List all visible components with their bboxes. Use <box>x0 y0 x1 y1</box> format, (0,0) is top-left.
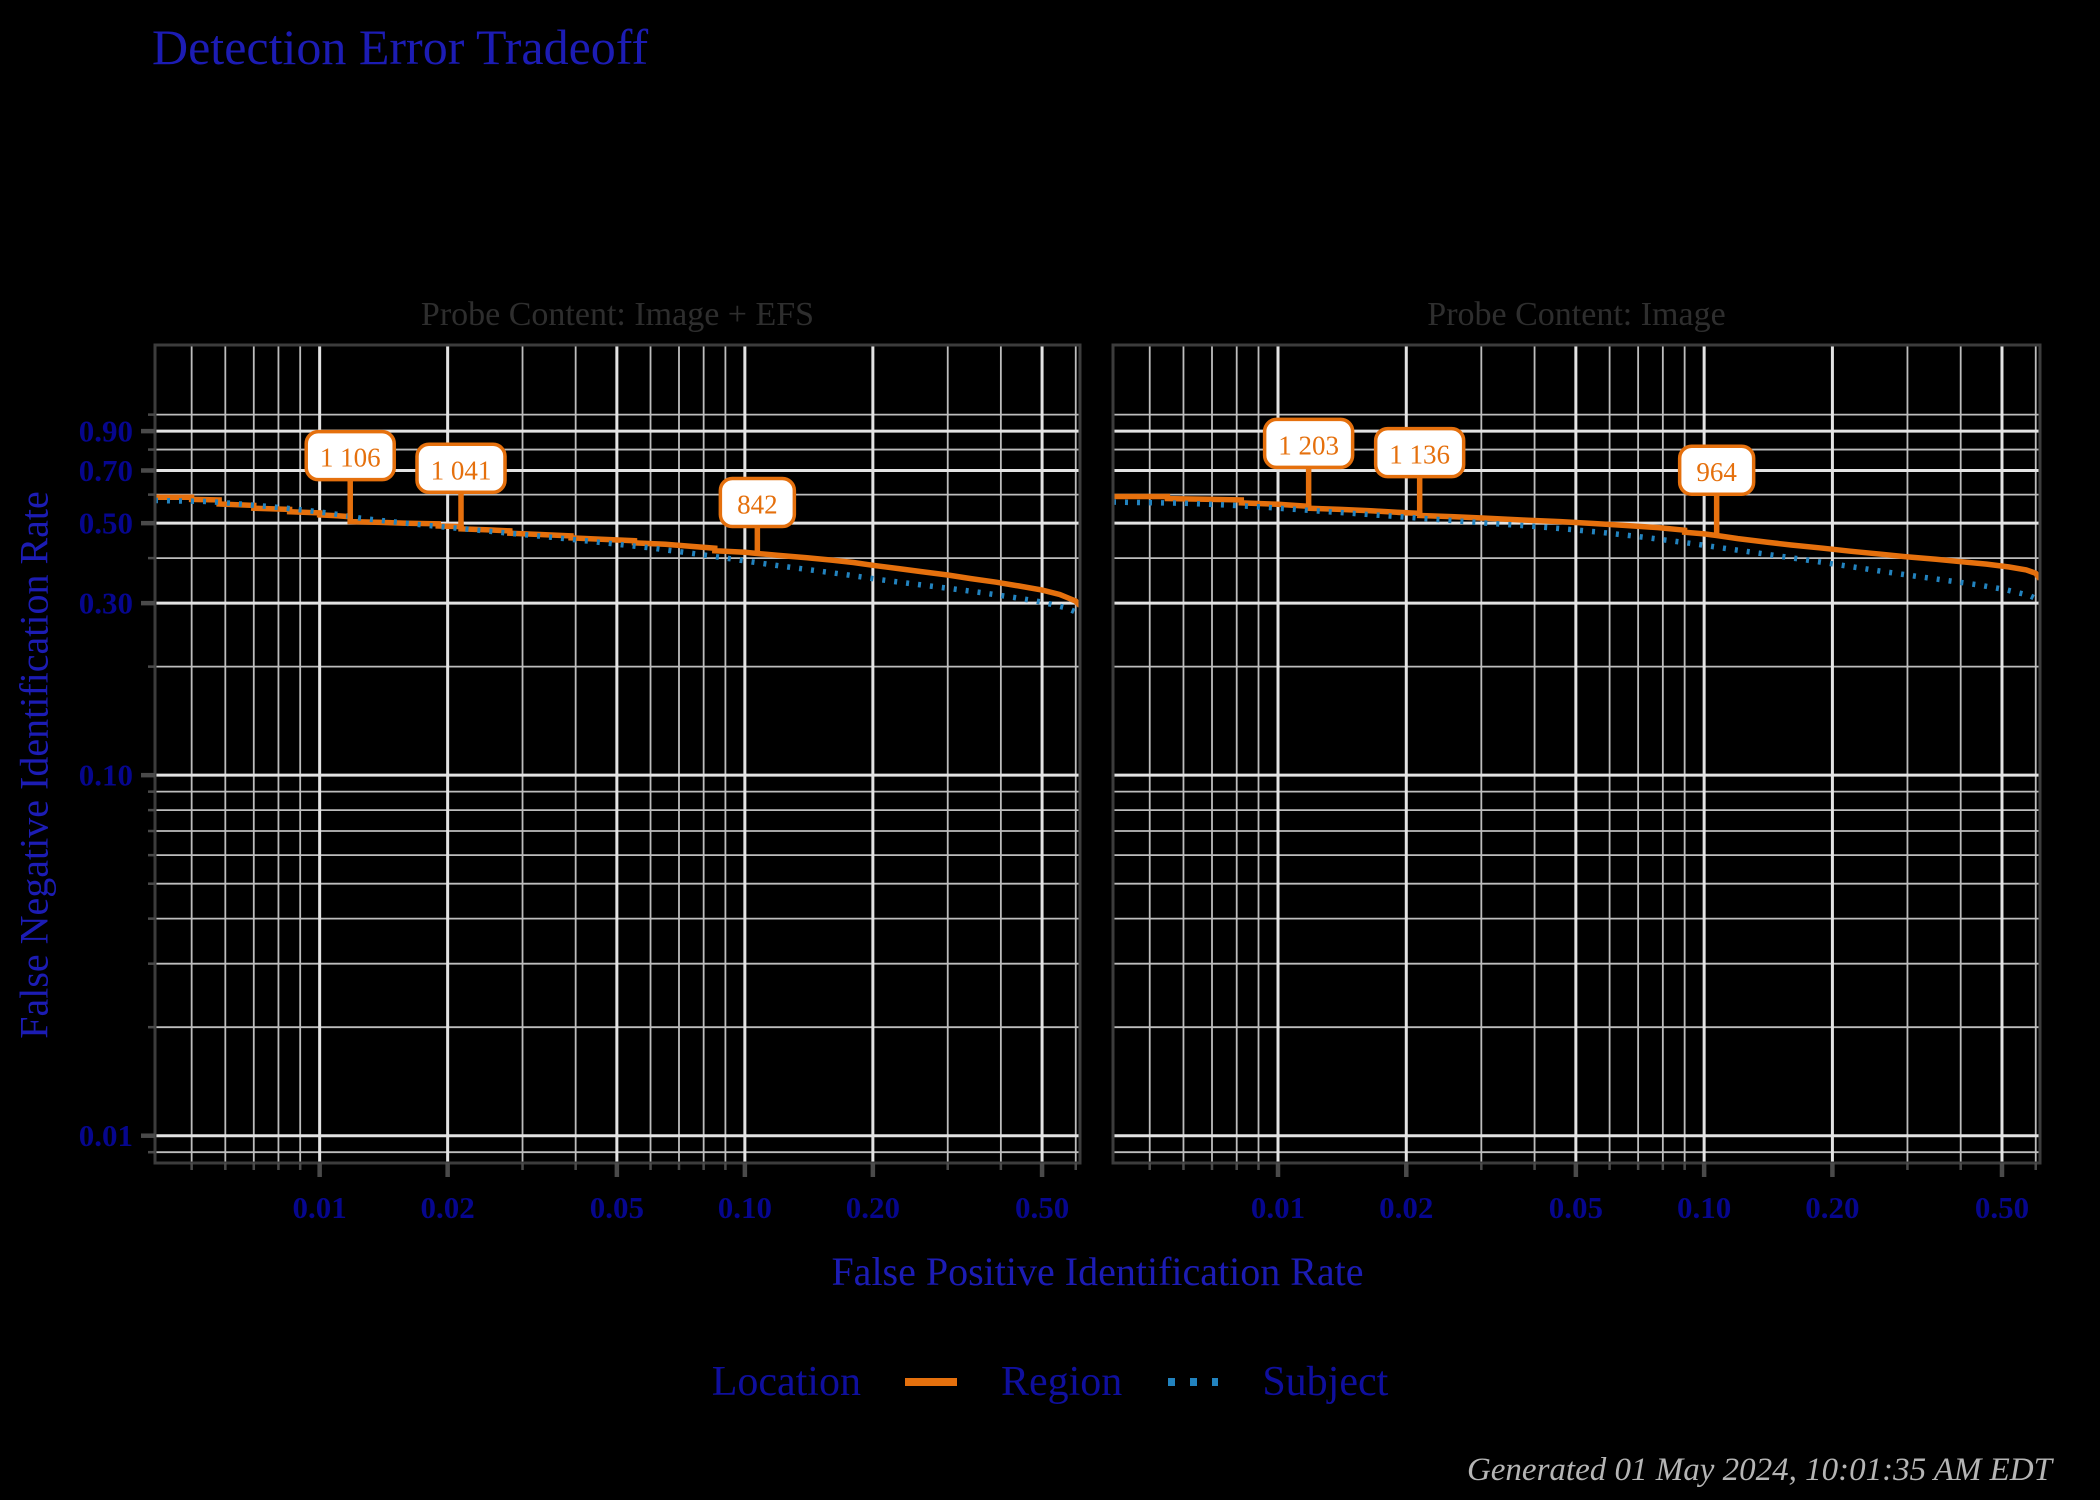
y-tick-label: 0.90 <box>79 414 133 449</box>
legend-title: Location <box>711 1359 861 1405</box>
y-tick-label: 0.70 <box>79 453 133 488</box>
region-line-swatch-icon <box>904 1378 957 1386</box>
x-tick-label: 0.50 <box>1015 1190 1069 1225</box>
callout-box <box>1373 426 1466 479</box>
callout-value: 1 106 <box>320 443 381 473</box>
callout-box <box>718 476 797 529</box>
x-tick-label: 0.10 <box>1677 1190 1731 1225</box>
x-tick-label: 0.01 <box>293 1190 347 1225</box>
x-axis-ticks: 0.01 0.02 0.05 0.10 0.20 0.50 <box>1148 1163 2037 1225</box>
x-axis-ticks: 0.01 0.02 0.05 0.10 0.20 0.50 <box>190 1163 1077 1225</box>
facet-title-image: Probe Content: Image <box>1427 296 1726 333</box>
y-axis-ticks: 0.90 0.70 0.50 0.30 0.10 0.01 <box>79 413 155 1154</box>
callout-1106: 1 106 <box>304 429 396 522</box>
callout-box <box>415 442 507 495</box>
x-tick-label: 0.50 <box>1975 1190 2029 1225</box>
generated-timestamp: Generated 01 May 2024, 10:01:35 AM EDT <box>1466 1452 2052 1488</box>
callout-value: 1 203 <box>1278 430 1339 460</box>
x-axis-title: False Positive Identification Rate <box>831 1249 1364 1294</box>
callout-box <box>1677 444 1756 496</box>
x-tick-label: 0.05 <box>1549 1190 1603 1225</box>
callout-box <box>304 429 396 482</box>
callout-842: 842 <box>718 476 797 554</box>
x-tick-label: 0.02 <box>421 1190 475 1225</box>
gridlines-major <box>1113 345 2040 1163</box>
callout-value: 964 <box>1696 457 1737 487</box>
callout-box <box>1262 417 1355 470</box>
callout-1041: 1 041 <box>415 442 507 528</box>
x-tick-label: 0.20 <box>846 1190 900 1225</box>
legend-label-region: Region <box>1000 1359 1123 1405</box>
callout-value: 1 136 <box>1389 440 1450 470</box>
callout-value: 1 041 <box>431 455 492 485</box>
subject-dots-swatch-icon <box>1168 1378 1219 1386</box>
panel-image: 1 203 1 136 964 0.01 0.02 0.05 0.10 0.20 0.50 <box>1111 343 2042 1225</box>
subject-curve <box>155 497 1080 617</box>
x-tick-label: 0.05 <box>590 1190 644 1225</box>
y-axis-title: False Negative Identification Rate <box>11 491 57 1039</box>
callout-value: 842 <box>737 489 778 519</box>
legend-label-subject: Subject <box>1262 1359 1389 1405</box>
gridlines-major <box>155 345 1080 1163</box>
y-tick-label: 0.50 <box>79 506 133 541</box>
x-tick-label: 0.20 <box>1805 1190 1859 1225</box>
region-curve <box>1113 493 2040 581</box>
legend: Location Region Subject <box>0 1350 2100 1414</box>
callout-1203: 1 203 <box>1262 417 1355 508</box>
y-tick-label: 0.30 <box>79 586 133 621</box>
callout-1136: 1 136 <box>1373 426 1466 515</box>
x-tick-label: 0.02 <box>1379 1190 1433 1225</box>
y-tick-label: 0.01 <box>79 1118 133 1153</box>
page-title: Detection Error Tradeoff <box>152 19 649 75</box>
callout-964: 964 <box>1677 444 1756 537</box>
x-tick-label: 0.10 <box>718 1190 772 1225</box>
x-tick-label: 0.01 <box>1251 1190 1305 1225</box>
y-tick-label: 0.10 <box>79 758 133 793</box>
facet-title-image-efs: Probe Content: Image + EFS <box>420 296 815 333</box>
